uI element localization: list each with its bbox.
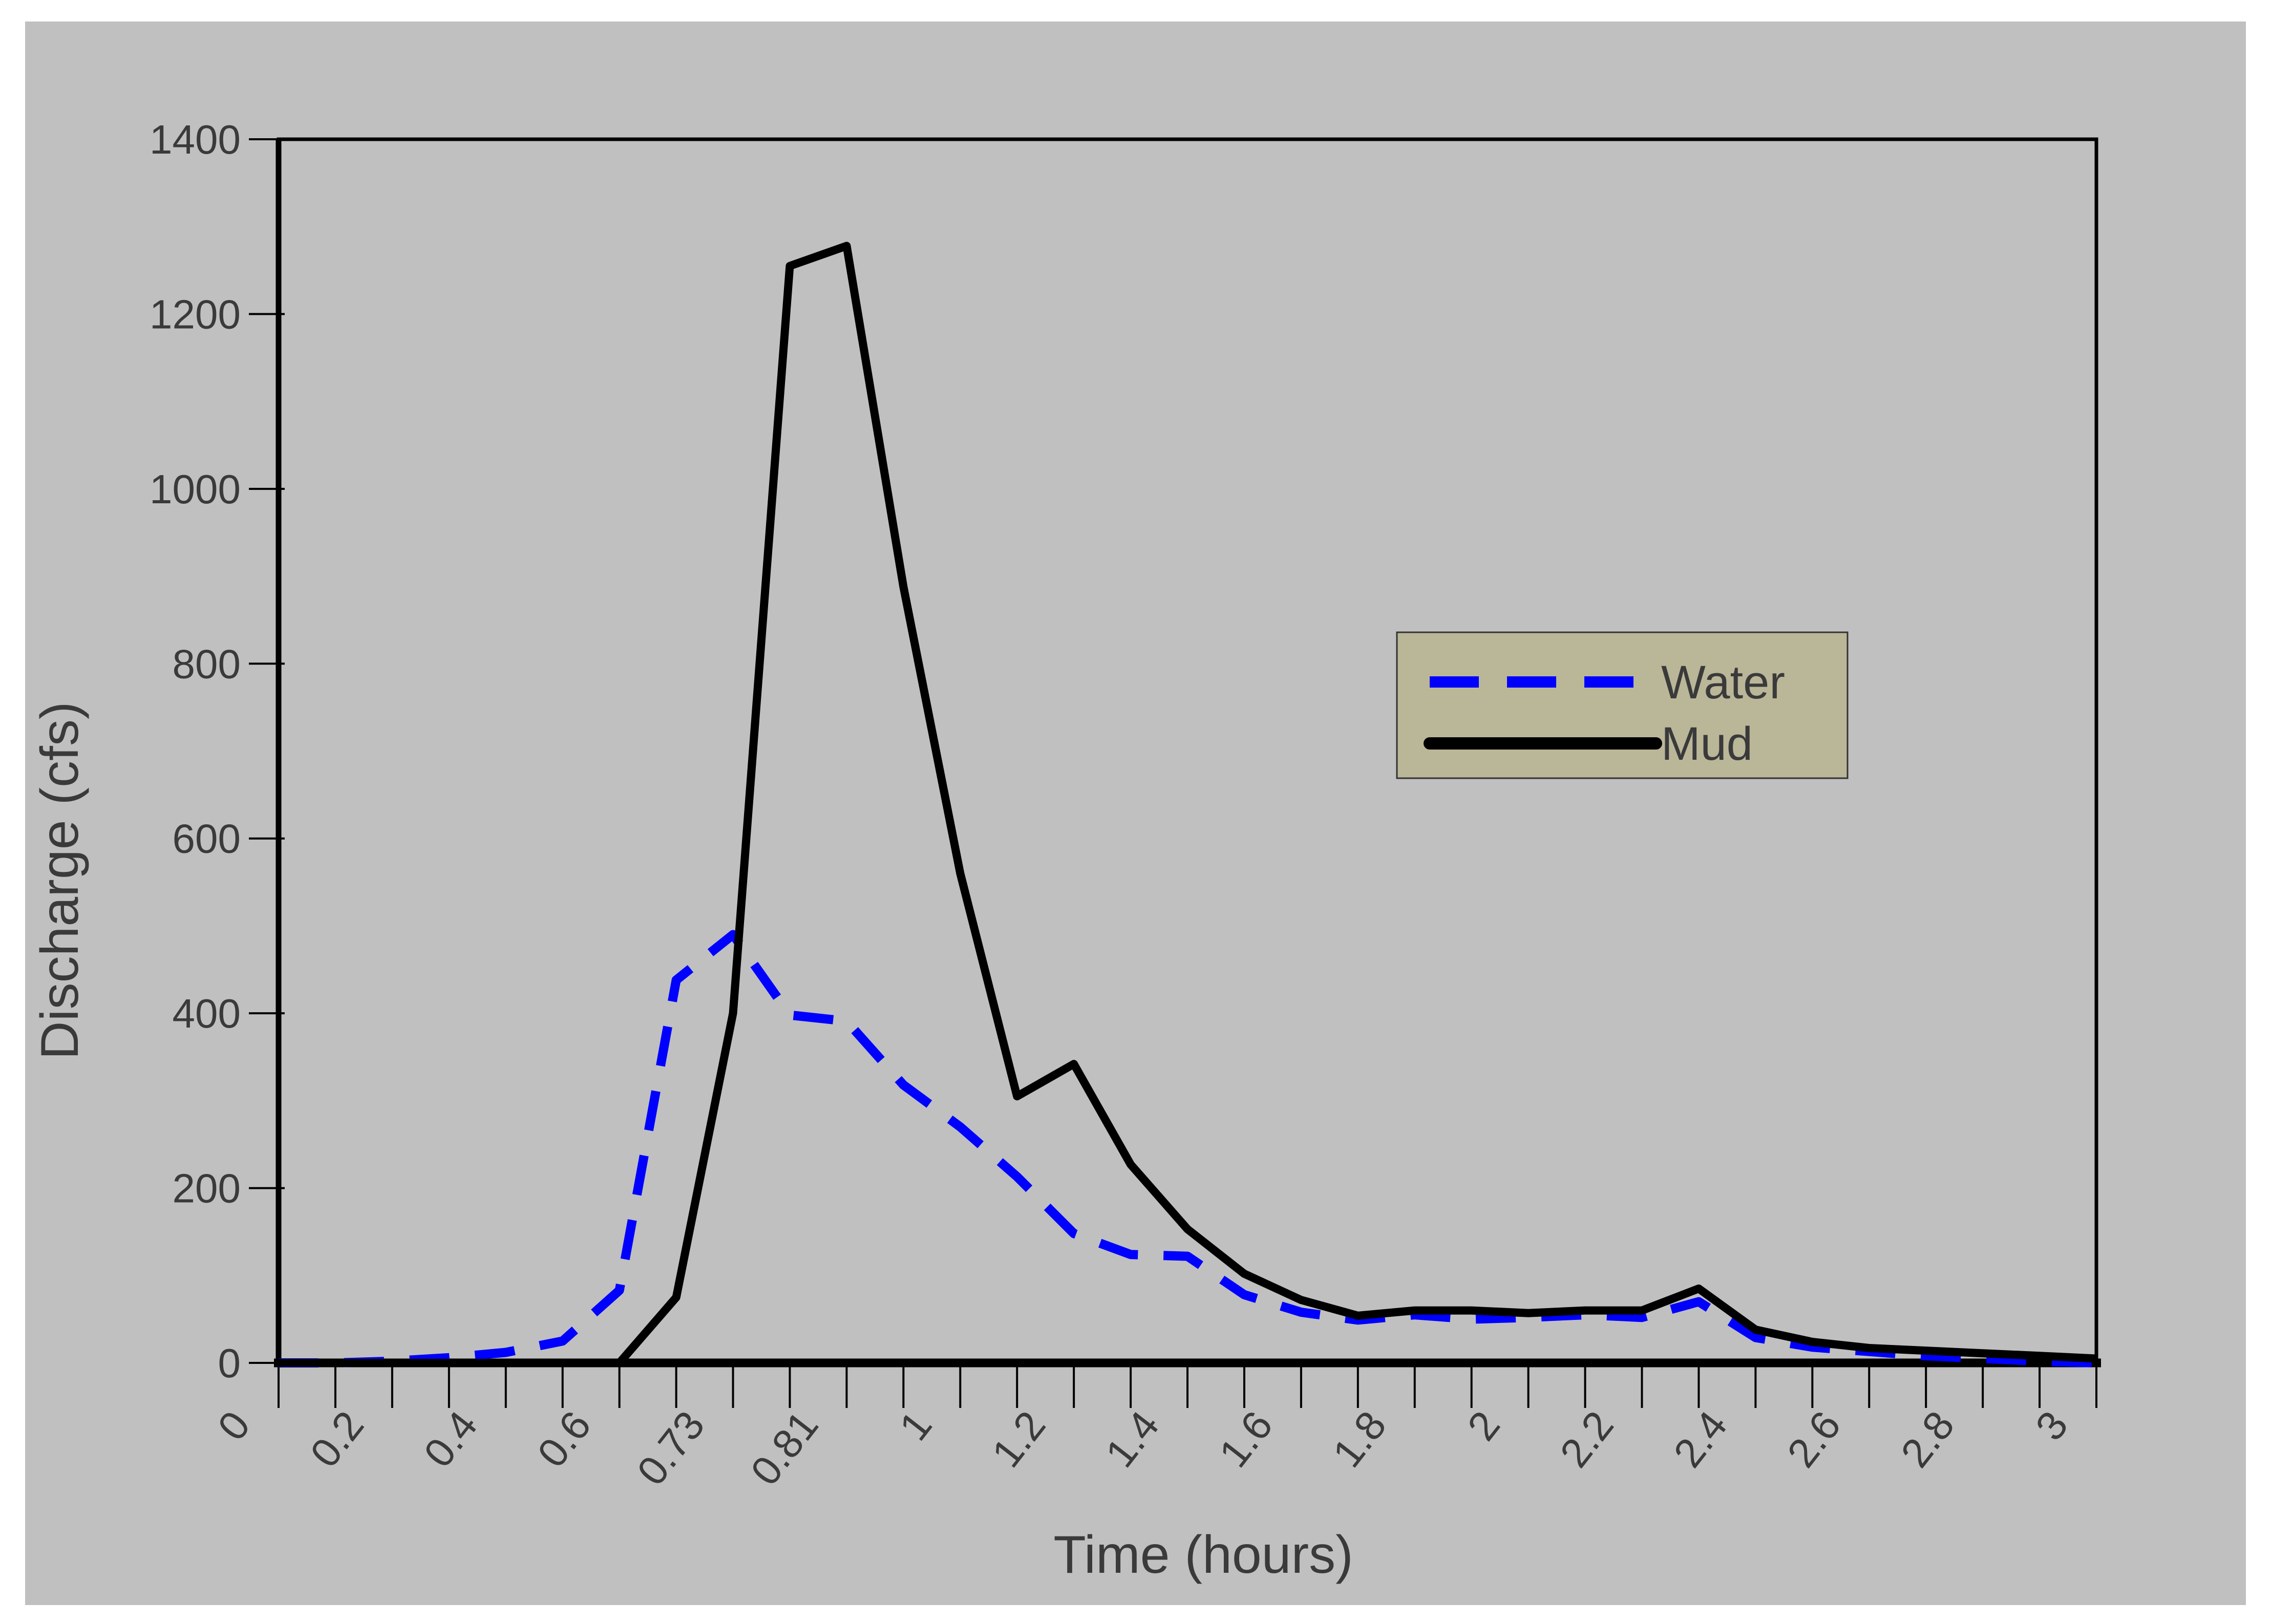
- x-tick-label: 1.6: [1211, 1403, 1282, 1476]
- y-tick-label: 1400: [150, 117, 241, 162]
- x-tick-label: 0.6: [528, 1403, 600, 1476]
- x-tick-label: 1.4: [1097, 1403, 1168, 1476]
- x-tick-label: 2.8: [1892, 1403, 1963, 1476]
- water-series-line: [279, 930, 2097, 1367]
- chart-area: [25, 22, 2246, 1605]
- x-tick-label: 0.73: [628, 1403, 713, 1493]
- legend-mud-label: Mud: [1661, 718, 1753, 770]
- x-tick-label: 1.8: [1324, 1403, 1395, 1476]
- y-tick-label: 1000: [150, 466, 241, 512]
- legend-box: [1396, 631, 1849, 779]
- series-lines: [279, 242, 2097, 1367]
- x-axis-ticks: 0 0.2 0.4 0.6 0.73 0.81 1 1.2 1.4 1.6 1.8 2 2.2 2.4 2.…: [209, 1364, 2097, 1493]
- x-tick-label: 1.2: [983, 1403, 1054, 1476]
- x-tick-label: 2.6: [1778, 1403, 1850, 1476]
- x-tick-label: 0.4: [415, 1403, 486, 1476]
- x-tick-label: 2.4: [1665, 1403, 1736, 1476]
- legend-water-label: Water: [1661, 656, 1785, 709]
- y-tick-label: 800: [173, 641, 241, 687]
- x-tick-label: 2.2: [1551, 1403, 1622, 1476]
- x-tick-label: 3: [2027, 1403, 2077, 1449]
- x-tick-label: 2: [1458, 1403, 1509, 1449]
- x-axis-title: Time (hours): [1053, 1525, 1353, 1585]
- x-tick-label: 0.81: [742, 1403, 827, 1493]
- y-axis-title: Discharge (cfs): [30, 701, 90, 1059]
- x-tick-label: 0.2: [302, 1403, 373, 1476]
- y-tick-label: 1200: [150, 291, 241, 337]
- legend: Water Mud: [1396, 631, 1849, 779]
- x-tick-label: 1: [890, 1403, 941, 1449]
- y-axis-ticks: 0 200 400 600 800 1000 1200 1400: [150, 117, 285, 1386]
- y-tick-label: 400: [173, 991, 241, 1036]
- y-tick-label: 200: [173, 1166, 241, 1211]
- y-tick-label: 600: [173, 816, 241, 862]
- x-tick-label: 0: [209, 1403, 259, 1449]
- mud-series-line: [279, 242, 2097, 1367]
- y-tick-label: 0: [218, 1340, 241, 1386]
